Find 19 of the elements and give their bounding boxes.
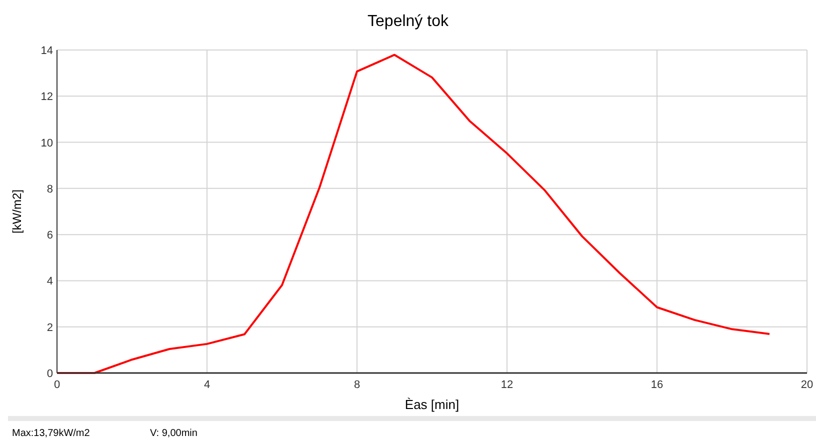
y-axis-title: [kW/m2] — [10, 190, 24, 234]
x-tick-label: 16 — [650, 379, 664, 391]
y-tick-label: 10 — [40, 137, 53, 150]
y-tick-label: 4 — [46, 276, 53, 288]
x-axis-title: Èas [min] — [404, 397, 460, 412]
x-tick-label: 8 — [354, 379, 360, 391]
y-tick-label: 8 — [46, 183, 53, 196]
chart-title: Tepelný tok — [368, 13, 450, 30]
y-tick-label: 0 — [46, 368, 53, 380]
x-tick-label: 4 — [204, 379, 210, 391]
y-tick-label: 12 — [40, 91, 53, 104]
text: V: 9,00min — [150, 428, 198, 439]
y-tick-label: 6 — [46, 230, 53, 242]
x-tick-label: 20 — [800, 379, 814, 391]
y-tick-label: 2 — [46, 322, 53, 334]
x-tick-label: 12 — [500, 379, 514, 391]
y-tick-label: 14 — [40, 45, 53, 57]
text: Max:13,79kW/m2 — [12, 428, 90, 439]
line-series — [56, 54, 770, 374]
